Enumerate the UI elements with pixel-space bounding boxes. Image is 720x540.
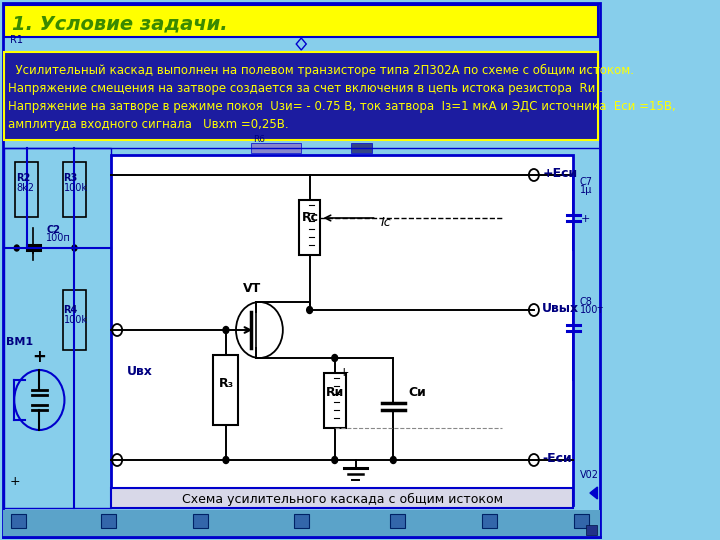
Text: +: +	[32, 348, 46, 366]
Text: R₃: R₃	[218, 377, 233, 390]
Text: R6: R6	[253, 135, 266, 144]
Bar	[4, 52, 598, 140]
Bar	[324, 373, 346, 428]
Text: 100п: 100п	[46, 233, 71, 243]
Circle shape	[307, 307, 312, 314]
Bar	[63, 290, 86, 350]
Text: Усилительный каскад выполнен на полевом транзисторе типа 2П302А по схеме с общим: Усилительный каскад выполнен на полевом …	[9, 64, 634, 77]
Bar	[112, 488, 573, 508]
Text: V02: V02	[580, 470, 599, 480]
Bar	[193, 514, 208, 528]
Text: R4: R4	[63, 305, 78, 315]
Text: 1μ: 1μ	[580, 185, 593, 195]
Text: +: +	[10, 475, 20, 488]
Bar	[102, 514, 117, 528]
Text: Напряжение смещения на затворе создается за счет включения в цепь истока резисто: Напряжение смещения на затворе создается…	[9, 82, 603, 95]
Bar	[299, 200, 320, 255]
Text: Uвых: Uвых	[542, 302, 580, 315]
Bar	[213, 355, 238, 425]
Bar	[2, 510, 600, 537]
Text: R3: R3	[63, 173, 78, 183]
Text: R1: R1	[10, 35, 23, 45]
Bar	[586, 525, 598, 535]
Text: Iс: Iс	[381, 216, 392, 229]
Text: 100k: 100k	[63, 183, 88, 193]
Bar	[11, 514, 26, 528]
Circle shape	[223, 456, 229, 463]
Bar	[4, 5, 598, 37]
Circle shape	[390, 456, 396, 463]
Text: 8k2: 8k2	[16, 183, 34, 193]
Text: C2: C2	[46, 225, 60, 235]
Text: VT: VT	[243, 282, 261, 295]
Text: амплитуда входного сигнала   Uвхm =0,25В.: амплитуда входного сигнала Uвхm =0,25В.	[9, 118, 289, 131]
Circle shape	[332, 456, 338, 463]
Text: C7: C7	[580, 177, 593, 187]
Text: Напряжение на затворе в режиме покоя  Uзи= - 0.75 В, ток затвора  Iз=1 мкА и ЭДС: Напряжение на затворе в режиме покоя Uзи…	[9, 100, 676, 113]
Bar	[351, 143, 372, 153]
Text: +: +	[581, 214, 590, 224]
Circle shape	[332, 354, 338, 361]
Text: -Eси: -Eси	[542, 452, 572, 465]
Bar	[63, 162, 86, 217]
Polygon shape	[590, 487, 598, 499]
Bar	[4, 148, 112, 508]
Bar	[15, 162, 38, 217]
Text: Cи: Cи	[408, 386, 426, 399]
Text: 100k: 100k	[63, 315, 88, 325]
Text: C8: C8	[580, 297, 593, 307]
Text: R2: R2	[16, 173, 30, 183]
Text: Схема усилительного каскада с общим истоком: Схема усилительного каскада с общим исто…	[181, 492, 503, 505]
Bar	[390, 514, 405, 528]
Circle shape	[14, 245, 19, 251]
Text: Uвх: Uвх	[127, 365, 153, 378]
Text: +Eси: +Eси	[542, 167, 577, 180]
Bar	[251, 143, 301, 153]
Bar	[112, 155, 573, 505]
Circle shape	[223, 327, 229, 334]
Text: Rc: Rc	[302, 211, 319, 224]
Text: 100т: 100т	[580, 305, 604, 315]
Text: 1. Условие задачи.: 1. Условие задачи.	[12, 15, 228, 33]
Circle shape	[72, 245, 77, 251]
Text: ВМ1: ВМ1	[6, 337, 33, 347]
Bar	[482, 514, 497, 528]
Text: Rи: Rи	[326, 386, 345, 399]
Bar	[294, 514, 309, 528]
Bar	[574, 514, 589, 528]
Text: +: +	[339, 366, 349, 379]
